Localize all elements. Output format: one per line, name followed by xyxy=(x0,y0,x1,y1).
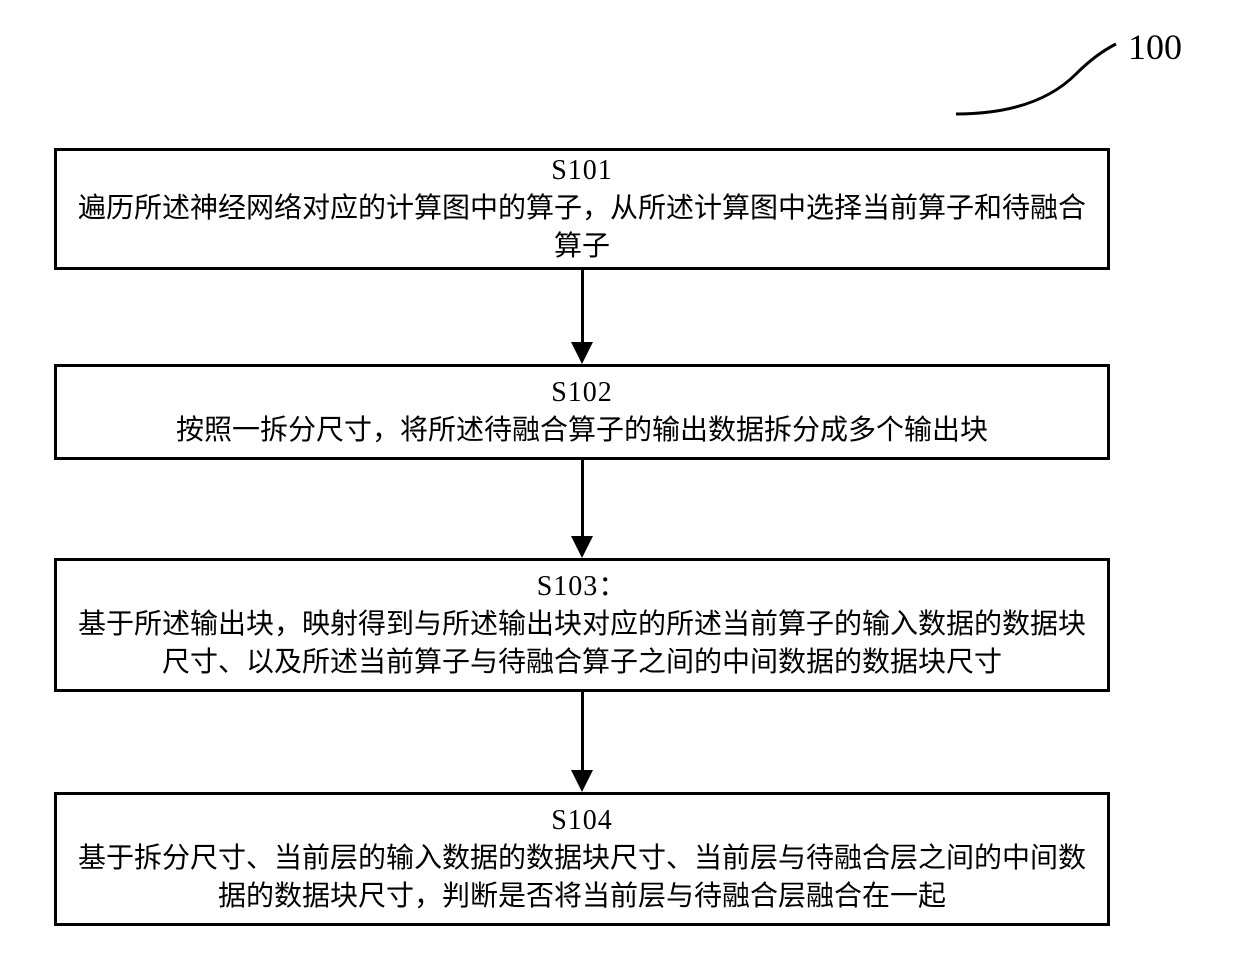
step-id: S103： xyxy=(537,568,628,606)
arrow-head-icon xyxy=(571,342,593,364)
flowchart-step-s104: S104 基于拆分尺寸、当前层的输入数据的数据块尺寸、当前层与待融合层之间的中间… xyxy=(54,792,1110,926)
flowchart-canvas: 100 S101 遍历所述神经网络对应的计算图中的算子，从所述计算图中选择当前算… xyxy=(0,0,1240,971)
arrow-head-icon xyxy=(571,770,593,792)
step-text: 按照一拆分尺寸，将所述待融合算子的输出数据拆分成多个输出块 xyxy=(176,412,988,450)
figure-ref-curve xyxy=(946,34,1126,124)
step-id: S102 xyxy=(551,374,613,412)
step-text: 基于所述输出块，映射得到与所述输出块对应的所述当前算子的输入数据的数据块尺寸、以… xyxy=(71,606,1093,682)
step-text: 遍历所述神经网络对应的计算图中的算子，从所述计算图中选择当前算子和待融合算子 xyxy=(71,190,1093,266)
flowchart-arrow xyxy=(581,270,584,342)
flowchart-step-s102: S102 按照一拆分尺寸，将所述待融合算子的输出数据拆分成多个输出块 xyxy=(54,364,1110,460)
step-id: S101 xyxy=(551,152,613,190)
step-text: 基于拆分尺寸、当前层的输入数据的数据块尺寸、当前层与待融合层之间的中间数据的数据… xyxy=(71,840,1093,916)
flowchart-step-s101: S101 遍历所述神经网络对应的计算图中的算子，从所述计算图中选择当前算子和待融… xyxy=(54,148,1110,270)
flowchart-arrow xyxy=(581,692,584,770)
step-id: S104 xyxy=(551,802,613,840)
arrow-head-icon xyxy=(571,536,593,558)
figure-ref-number: 100 xyxy=(1128,26,1182,68)
flowchart-step-s103: S103： 基于所述输出块，映射得到与所述输出块对应的所述当前算子的输入数据的数… xyxy=(54,558,1110,692)
flowchart-arrow xyxy=(581,460,584,536)
